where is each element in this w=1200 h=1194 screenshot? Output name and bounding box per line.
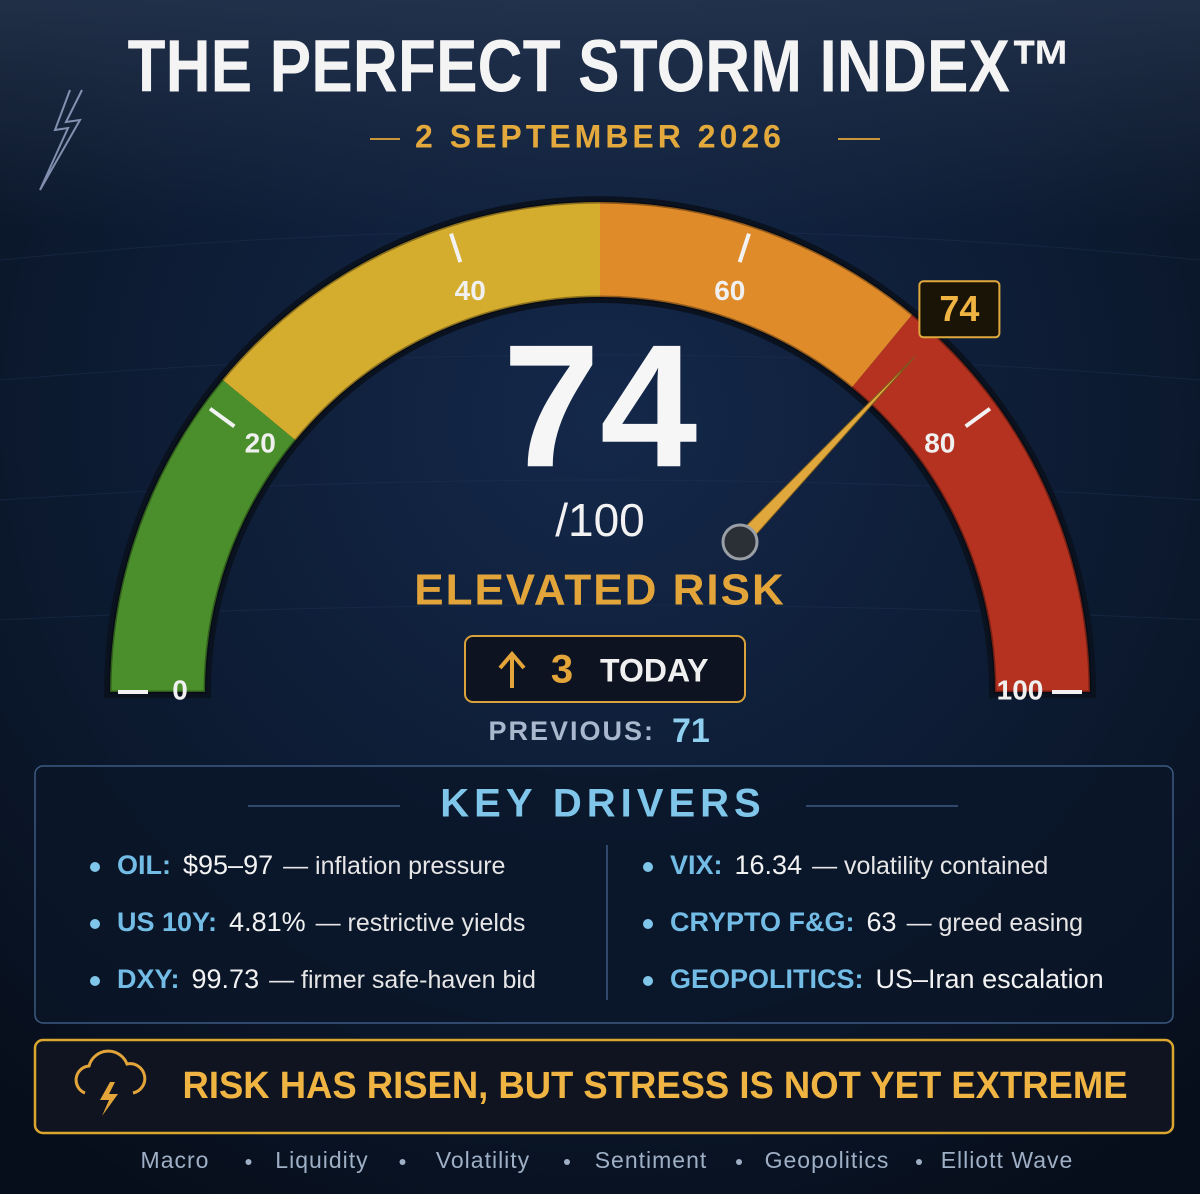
gauge-band xyxy=(110,379,296,692)
footer-dot xyxy=(564,1159,570,1165)
scale-label: /100 xyxy=(555,494,645,546)
driver-name: GEOPOLITICS: xyxy=(670,964,864,994)
driver-value: 4.81% xyxy=(229,907,306,937)
footer-item: Elliott Wave xyxy=(941,1147,1074,1173)
storm-clouds xyxy=(0,0,1200,230)
footer-item: Volatility xyxy=(436,1147,530,1173)
bullet xyxy=(90,919,100,929)
previous-value: 71 xyxy=(672,712,710,750)
title: THE PERFECT STORM INDEX™ xyxy=(128,25,1073,108)
driver-value: 99.73 xyxy=(192,964,260,994)
driver: OIL: $95–97 — inflation pressure xyxy=(117,850,505,880)
driver-note: — inflation pressure xyxy=(283,852,505,880)
tick-label: 80 xyxy=(924,428,955,459)
banner xyxy=(33,1038,1175,1135)
change-label: TODAY xyxy=(600,652,708,688)
tick-label: 60 xyxy=(714,275,745,306)
footer-item: Liquidity xyxy=(275,1147,368,1173)
driver: US 10Y: 4.81% — restrictive yields xyxy=(117,907,525,937)
footer-dot xyxy=(916,1159,922,1165)
status: ELEVATED RISK xyxy=(414,566,786,615)
change-box xyxy=(464,635,746,703)
tick-label: 20 xyxy=(245,428,276,459)
tick-mark xyxy=(737,232,751,263)
bullet xyxy=(90,862,100,872)
footer-item: Macro xyxy=(141,1147,210,1173)
change-value: 3 xyxy=(551,648,573,692)
driver-note: — greed easing xyxy=(907,909,1084,937)
driver-name: US 10Y: xyxy=(117,907,217,937)
index-value: 74 xyxy=(503,309,698,504)
value-callout: 74 xyxy=(939,288,979,329)
tick-label: 0 xyxy=(172,674,188,705)
date: 2 SEPTEMBER 2026 xyxy=(415,118,785,154)
driver-name: DXY: xyxy=(117,964,180,994)
tick-label: 100 xyxy=(997,674,1044,705)
up-arrow xyxy=(498,650,526,688)
driver: CRYPTO F&G: 63 — greed easing xyxy=(670,907,1083,937)
gauge-shade xyxy=(108,200,1092,694)
driver-name: VIX: xyxy=(670,850,723,880)
drivers-title: KEY DRIVERS xyxy=(440,782,765,826)
tick-mark xyxy=(964,407,992,428)
driver: DXY: 99.73 — firmer safe-haven bid xyxy=(117,964,536,994)
tick-mark xyxy=(449,232,463,263)
driver-value: 63 xyxy=(867,907,897,937)
driver-value: $95–97 xyxy=(183,850,273,880)
footer-item: Sentiment xyxy=(595,1147,708,1173)
lightning xyxy=(39,89,83,191)
gauge-band xyxy=(600,202,913,388)
driver-note: — restrictive yields xyxy=(316,909,526,937)
footer-dot xyxy=(736,1159,742,1165)
footer-dot xyxy=(399,1159,406,1165)
tick-mark xyxy=(208,407,236,428)
bullet xyxy=(643,919,653,929)
driver: VIX: 16.34 — volatility contained xyxy=(670,850,1048,880)
bullet xyxy=(643,862,653,872)
driver-value: US–Iran escalation xyxy=(876,964,1104,994)
gauge-band xyxy=(222,202,600,441)
value-callout-box xyxy=(918,280,1001,339)
driver-note: — firmer safe-haven bid xyxy=(269,966,536,994)
gauge-band xyxy=(851,314,1090,692)
driver-value: 16.34 xyxy=(735,850,803,880)
storm-icon xyxy=(74,1049,147,1095)
tick-label: 40 xyxy=(455,275,486,306)
driver-note: — volatility contained xyxy=(812,852,1048,880)
driver-name: OIL: xyxy=(117,850,171,880)
footer-dot xyxy=(245,1159,252,1165)
driver: GEOPOLITICS: US–Iran escalation xyxy=(670,964,1104,994)
needle-hub xyxy=(721,523,759,561)
banner-text: RISK HAS RISEN, BUT STRESS IS NOT YET EX… xyxy=(183,1065,1128,1107)
bullet xyxy=(643,976,653,986)
driver-name: CRYPTO F&G: xyxy=(670,907,855,937)
footer-item: Geopolitics xyxy=(765,1147,890,1173)
previous-label: PREVIOUS: xyxy=(488,716,655,746)
drivers-panel xyxy=(34,765,1174,1024)
bolt-icon xyxy=(100,1082,118,1116)
bullet xyxy=(90,976,100,986)
